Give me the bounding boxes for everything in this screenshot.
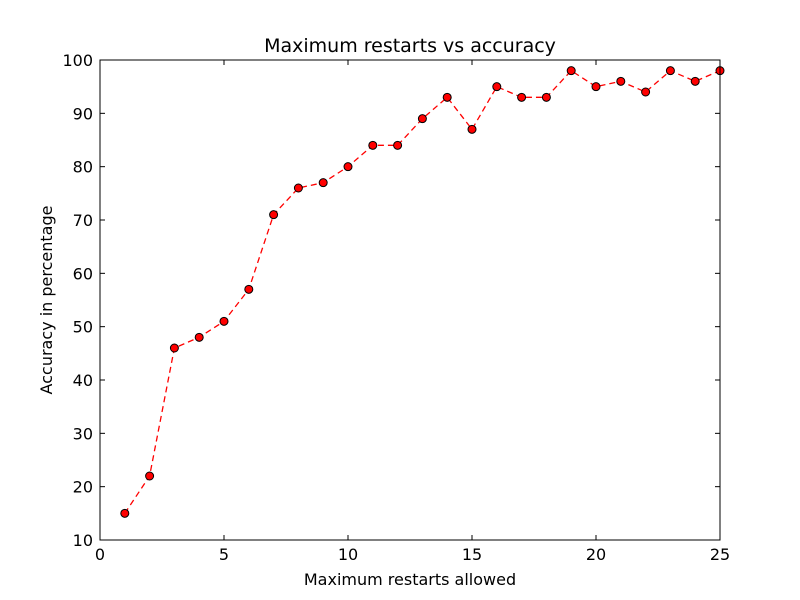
x-tick-label: 20: [586, 545, 606, 564]
x-axis-label: Maximum restarts allowed: [304, 570, 516, 589]
x-tick-label: 10: [338, 545, 358, 564]
y-tick-label: 60: [73, 264, 93, 283]
data-point: [244, 284, 254, 294]
x-tick-label: 5: [219, 545, 229, 564]
data-point: [368, 140, 378, 150]
axis-ticks: 0 5 10 15 20 25 10 20 30 40 50 60 70 80 90 100: [62, 51, 730, 564]
data-point: [690, 76, 700, 86]
data-point: [293, 183, 303, 193]
y-tick-label: 10: [73, 531, 93, 550]
chart-title: Maximum restarts vs accuracy: [264, 35, 556, 57]
y-tick-label: 80: [73, 158, 93, 177]
y-tick-label: 40: [73, 371, 93, 390]
data-point: [417, 114, 427, 124]
x-tick-label: 25: [710, 545, 730, 564]
y-tick-label: 50: [73, 318, 93, 337]
x-tick-label: 0: [95, 545, 105, 564]
data-point: [194, 332, 204, 342]
data-point: [269, 210, 279, 220]
data-point: [120, 508, 130, 518]
data-point: [219, 316, 229, 326]
data-point: [641, 87, 651, 97]
plot-frame: [99, 59, 721, 541]
data-point: [343, 162, 353, 172]
data-point: [591, 82, 601, 92]
data-point: [665, 66, 675, 76]
y-axis-label: Accuracy in percentage: [37, 206, 56, 395]
y-tick-label: 70: [73, 211, 93, 230]
data-point: [566, 66, 576, 76]
y-tick-label: 30: [73, 424, 93, 443]
data-point: [393, 140, 403, 150]
data-point: [492, 82, 502, 92]
series-line: [124, 69, 721, 514]
y-tick-label: 100: [62, 51, 93, 70]
data-point: [467, 124, 477, 134]
data-point: [517, 92, 527, 102]
y-tick-label: 90: [73, 104, 93, 123]
x-tick-label: 15: [462, 545, 482, 564]
data-point: [169, 343, 179, 353]
data-point: [442, 92, 452, 102]
data-point: [541, 92, 551, 102]
y-tick-label: 20: [73, 478, 93, 497]
series-layer: [120, 66, 725, 518]
data-point: [318, 178, 328, 188]
data-point: [145, 471, 155, 481]
data-point: [616, 76, 626, 86]
